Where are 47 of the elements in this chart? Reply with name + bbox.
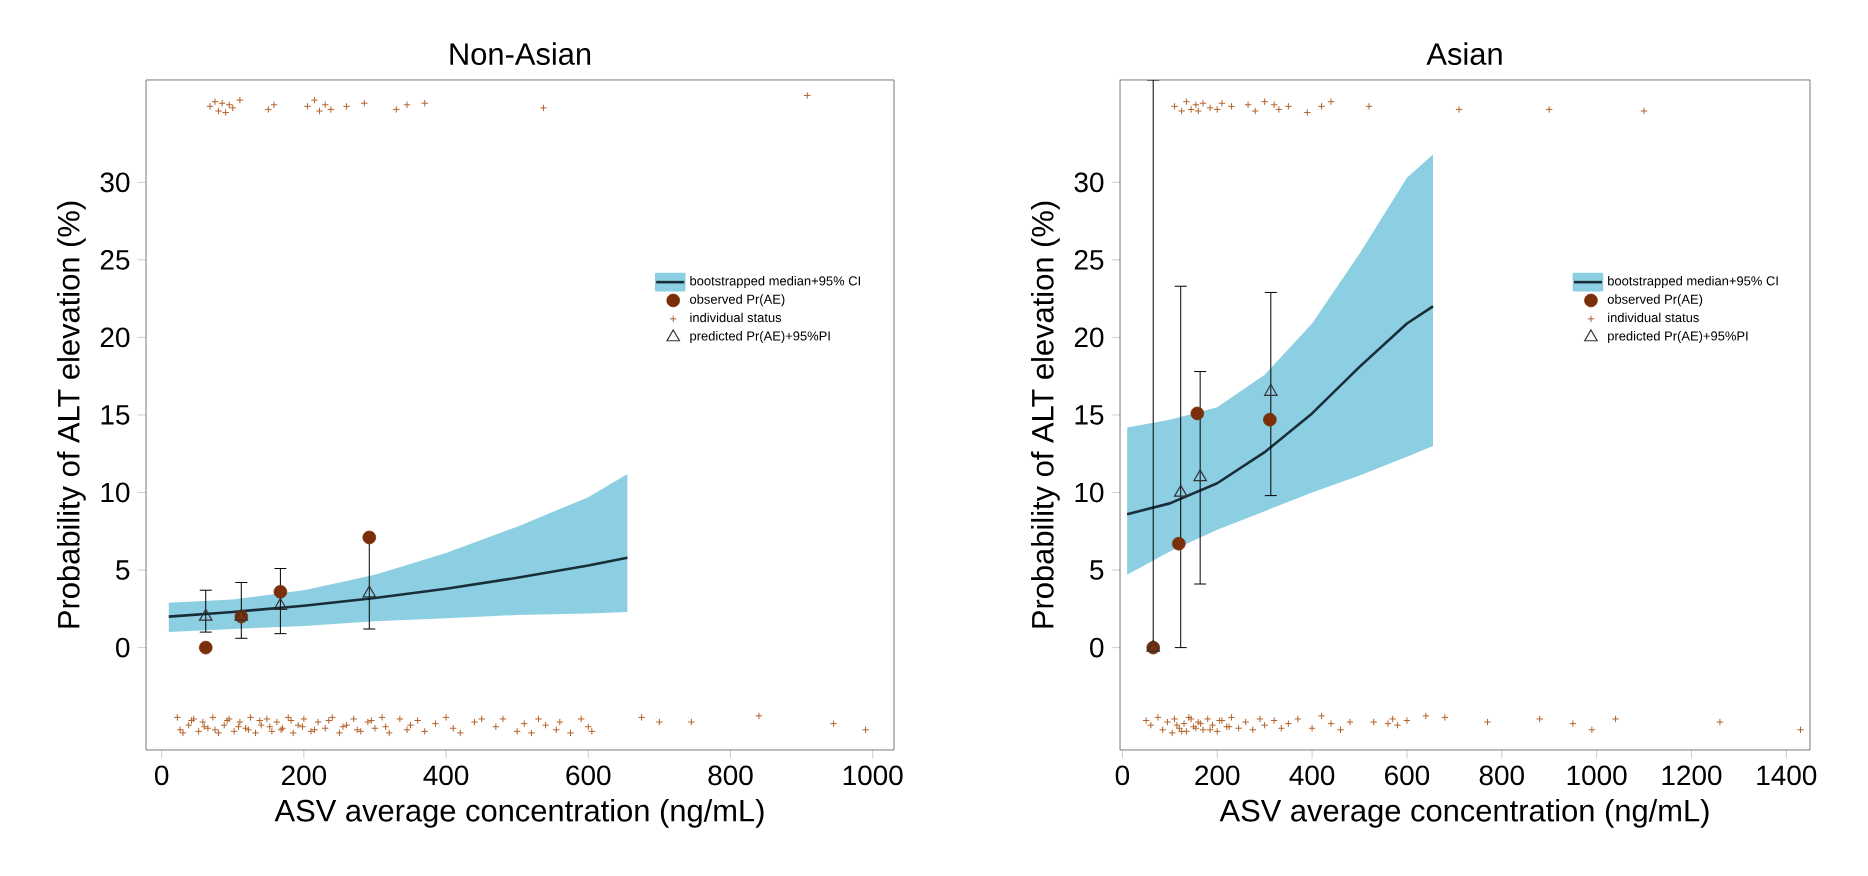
x-tick-label: 1000 bbox=[1567, 765, 1627, 786]
x-tick-label: 0 bbox=[1115, 765, 1130, 786]
y-tick-label: 30 bbox=[100, 172, 130, 193]
x-tick-label: 800 bbox=[708, 765, 753, 786]
y-tick-label: 15 bbox=[101, 405, 130, 425]
x-tick-label: 200 bbox=[1195, 765, 1240, 786]
x-tick-label: 1200 bbox=[1662, 765, 1722, 786]
point bbox=[273, 585, 288, 599]
x-tick-label: 600 bbox=[566, 765, 611, 786]
chart-title: Asian bbox=[1426, 42, 1502, 65]
point bbox=[1263, 412, 1277, 427]
x-tick-label: 800 bbox=[1479, 765, 1524, 786]
x-tick-label: 600 bbox=[1385, 765, 1430, 786]
point bbox=[362, 530, 377, 545]
y-tick-label: 0 bbox=[116, 637, 130, 658]
x-axis-title: ASV average concentration (ng/mL) bbox=[274, 798, 764, 828]
y-tick-label: 5 bbox=[116, 560, 130, 580]
x-tick-label: 1000 bbox=[843, 765, 903, 786]
point bbox=[198, 608, 213, 621]
point bbox=[1173, 484, 1188, 497]
point bbox=[362, 585, 377, 598]
y-tick-label: 0 bbox=[1090, 637, 1104, 658]
y-tick-label: 15 bbox=[1075, 405, 1104, 425]
x-tick-label: 1400 bbox=[1757, 765, 1817, 786]
point bbox=[198, 640, 213, 655]
y-tick-label: 30 bbox=[1074, 172, 1104, 193]
y-axis-title: Probability of ALT elevation (%) bbox=[1030, 201, 1060, 628]
y-tick-label: 20 bbox=[100, 327, 130, 348]
y-tick-label: 10 bbox=[1075, 482, 1104, 503]
x-tick-label: 200 bbox=[282, 765, 327, 786]
line-series bbox=[1125, 305, 1435, 516]
y-tick-label: 10 bbox=[101, 482, 130, 503]
chart-title: Non-Asian bbox=[450, 42, 591, 65]
y-tick-label: 20 bbox=[1074, 327, 1104, 348]
point bbox=[1172, 536, 1186, 551]
x-tick-label: 400 bbox=[423, 765, 469, 786]
point bbox=[1193, 469, 1207, 482]
y-tick-label: 25 bbox=[100, 249, 130, 270]
y-tick-label: 25 bbox=[1074, 249, 1104, 270]
x-tick-label: 400 bbox=[1289, 765, 1335, 786]
y-axis-title: Probability of ALT elevation (%) bbox=[56, 201, 86, 628]
x-tick-label: 0 bbox=[155, 765, 169, 786]
point bbox=[1190, 406, 1205, 421]
x-axis-title: ASV average concentration (ng/mL) bbox=[1219, 798, 1709, 828]
y-tick-label: 5 bbox=[1090, 560, 1104, 580]
point bbox=[273, 597, 288, 610]
point bbox=[1264, 383, 1278, 396]
